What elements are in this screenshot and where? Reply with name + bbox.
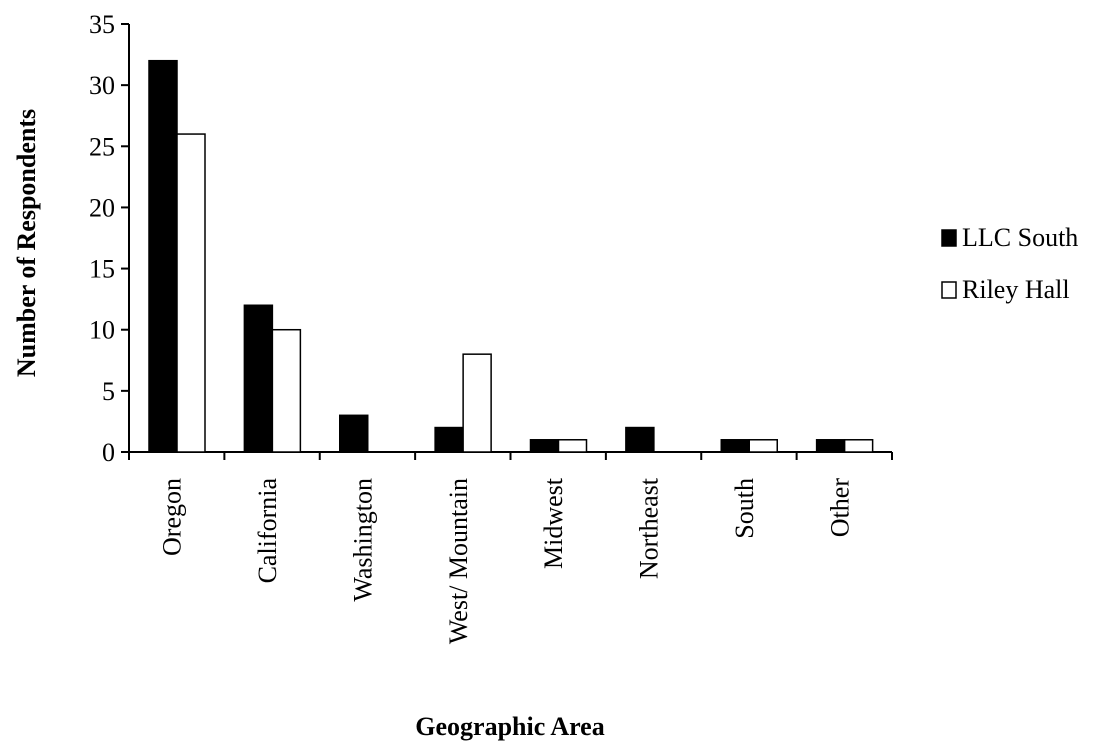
x-tick-label: Northeast	[635, 477, 664, 579]
bar-riley-hall-west-mountain	[462, 353, 492, 453]
bar-riley-hall-midwest	[557, 439, 588, 453]
bar-llc-south-other	[815, 439, 846, 453]
bar-llc-south-west-mountain	[434, 426, 464, 453]
bars	[148, 59, 874, 453]
x-tick-label: California	[253, 478, 282, 584]
y-tick-label: 35	[89, 10, 115, 39]
y-axis-title: Number of Respondents	[12, 109, 41, 377]
bar-llc-south-midwest	[529, 439, 560, 453]
y-tick-label: 30	[89, 71, 115, 100]
y-tick-label: 0	[102, 438, 115, 467]
bar-riley-hall-other	[843, 439, 874, 453]
legend-swatch	[941, 229, 957, 247]
bar-llc-south-south	[720, 439, 750, 453]
y-tick-label: 25	[89, 132, 115, 161]
bar-llc-south-washington	[339, 414, 369, 453]
legend-label: LLC South	[962, 223, 1078, 252]
y-tick-label: 5	[102, 377, 115, 406]
x-tick-label: Midwest	[539, 477, 568, 569]
bar-llc-south-california	[243, 304, 274, 453]
bar-llc-south-northeast	[625, 426, 655, 453]
legend: LLC South Riley Hall	[941, 223, 1078, 304]
bar-riley-hall-california	[271, 328, 302, 453]
x-tick-label: Washington	[348, 478, 377, 602]
x-tick-label: South	[730, 478, 759, 539]
y-tick-label: 20	[89, 193, 115, 222]
y-tick-label: 15	[89, 255, 115, 284]
x-tick-label: Oregon	[158, 478, 187, 556]
legend-swatch	[941, 281, 957, 299]
x-tick-labels: Oregon California Washington West/ Mountain…	[158, 477, 855, 644]
y-axis: 0 5 10 15 20 25 30 35	[89, 10, 130, 467]
y-tick-label: 10	[89, 316, 115, 345]
bar-riley-hall-south	[748, 439, 778, 453]
bar-riley-hall-oregon	[176, 133, 206, 453]
legend-label: Riley Hall	[962, 275, 1070, 304]
x-tick-label: Other	[825, 478, 854, 538]
x-axis-title: Geographic Area	[415, 712, 604, 741]
bar-llc-south-oregon	[148, 59, 178, 453]
x-tick-label: West/ Mountain	[444, 478, 473, 644]
x-axis	[128, 451, 893, 460]
